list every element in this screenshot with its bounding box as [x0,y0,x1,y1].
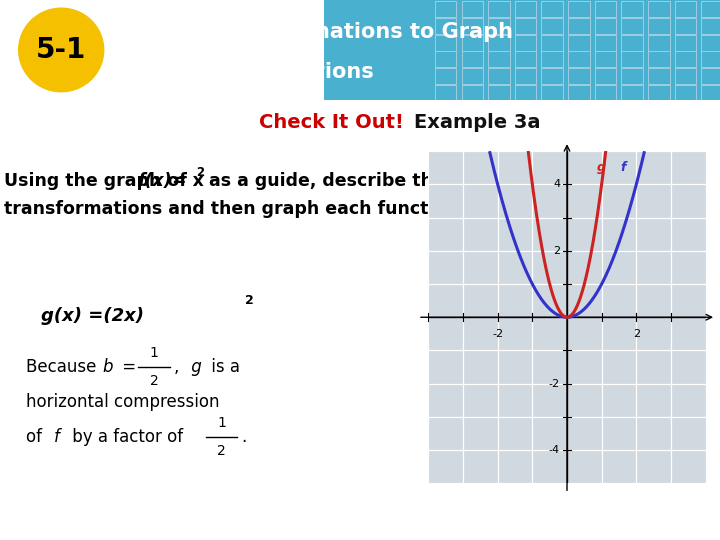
Text: =: = [117,357,136,376]
Text: 2: 2 [150,374,158,388]
Ellipse shape [18,8,104,92]
Text: -2: -2 [492,329,503,339]
Text: is a: is a [206,357,240,376]
Text: 2: 2 [553,246,560,256]
Text: Copyright © by Holt, Rinehart and Winston. All Rights Reserved.: Copyright © by Holt, Rinehart and Winsto… [370,507,706,517]
Text: -4: -4 [549,445,560,455]
Text: Using the graph of: Using the graph of [4,172,193,190]
Text: g(x) =(2x): g(x) =(2x) [42,307,145,325]
Text: by a factor of: by a factor of [67,428,189,446]
Text: Quadratic Functions: Quadratic Functions [137,62,374,82]
Text: as a guide, describe the: as a guide, describe the [203,172,445,190]
Text: 2: 2 [217,444,226,458]
Text: Check It Out!: Check It Out! [259,113,404,132]
Text: Holt Algebra 2: Holt Algebra 2 [14,505,127,519]
Text: .: . [241,428,247,446]
Text: 2: 2 [197,166,204,179]
Text: Because: Because [26,357,102,376]
Text: horizontal compression: horizontal compression [26,393,219,411]
Text: f(x): f(x) [138,172,172,190]
Text: g: g [596,161,606,174]
Text: 4: 4 [553,179,560,190]
Text: -2: -2 [549,379,560,389]
Text: ,: , [174,357,179,376]
Text: = x: = x [166,172,204,190]
Text: of: of [26,428,47,446]
Text: Example 3a: Example 3a [414,113,541,132]
Text: 2: 2 [633,329,640,339]
Text: 1: 1 [150,346,158,360]
Text: transformations and then graph each function.: transformations and then graph each func… [4,200,465,218]
Text: 2: 2 [246,294,254,307]
Text: f: f [621,161,626,174]
Bar [324,0,720,100]
Text: f: f [54,428,60,446]
Text: 1: 1 [217,416,226,430]
Text: Using Transformations to Graph: Using Transformations to Graph [137,22,513,42]
Text: b: b [103,357,113,376]
Text: g: g [186,357,202,376]
Text: 5-1: 5-1 [36,36,86,64]
